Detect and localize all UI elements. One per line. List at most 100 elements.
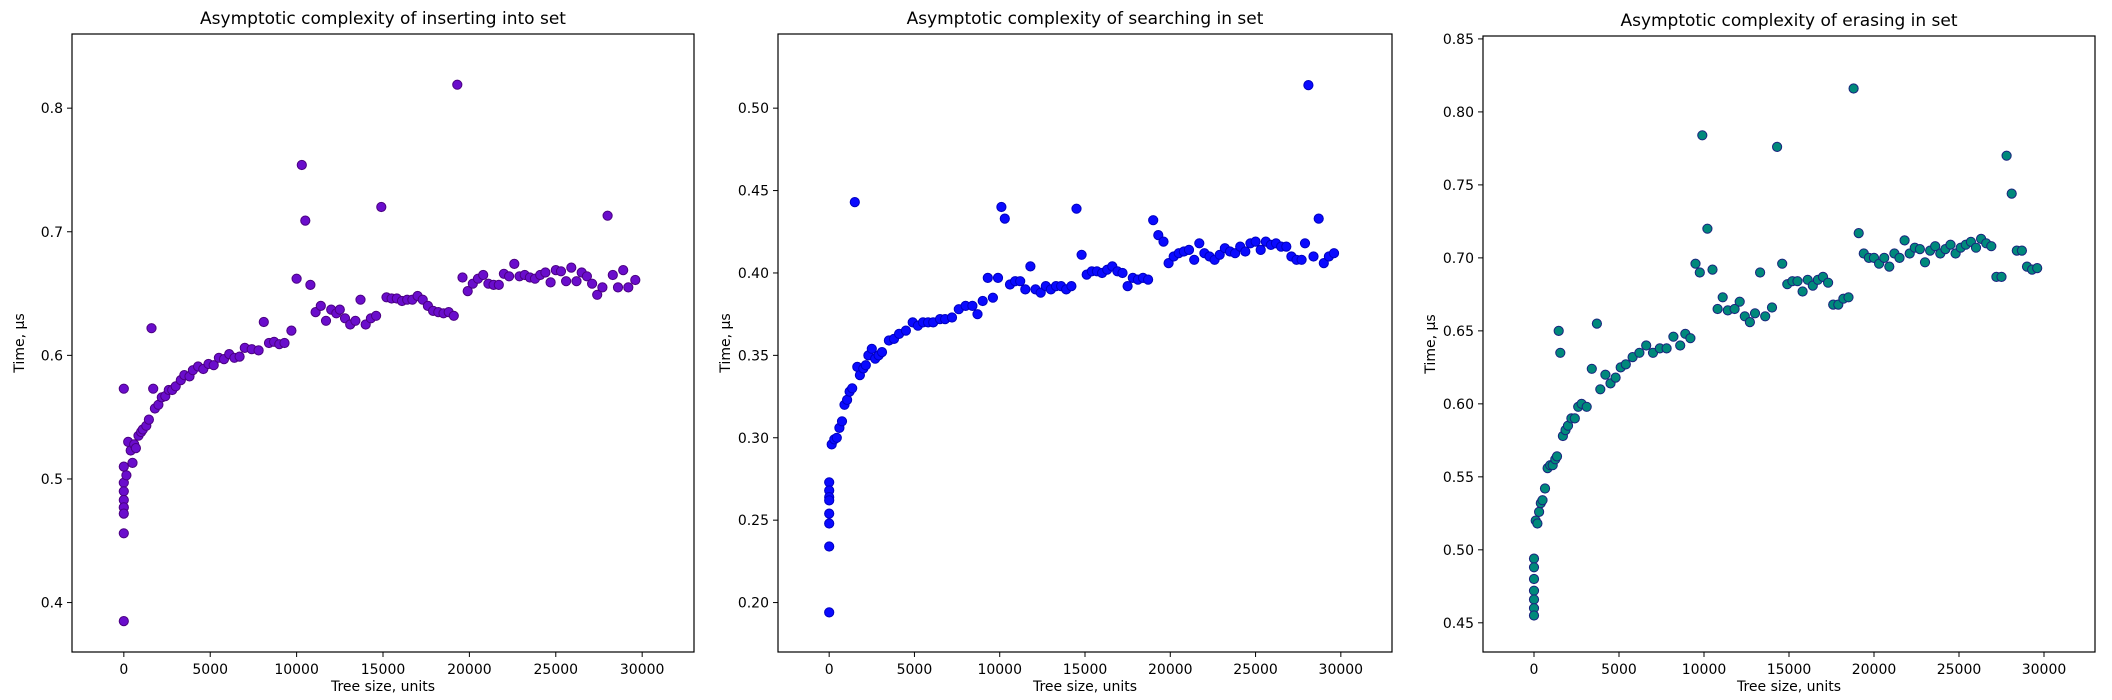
data-point [1528,553,1540,564]
data-point [1970,242,1982,253]
data-point [1661,343,1672,354]
data-point [1299,238,1311,249]
data-point [1823,277,1834,288]
data-point [1020,284,1031,295]
data-point [148,383,159,394]
data-point [1183,244,1195,255]
data-point [602,210,613,221]
y-tick-label: 0.85 [1443,32,1474,48]
x-tick-label: 0 [825,662,834,678]
data-point [457,272,468,283]
data-point [1318,258,1329,269]
data-point [1539,483,1551,494]
y-tick-label: 0.80 [1443,105,1474,121]
y-tick-label: 0.55 [1443,470,1474,486]
x-tick-label: 15000 [1767,662,1812,678]
x-tick-label: 5000 [1601,662,1637,678]
data-point [1843,292,1854,303]
data-point [2001,150,2012,161]
y-tick-label: 0.50 [1443,543,1474,559]
y-tick-label: 0.30 [738,431,769,447]
data-point [1158,236,1169,247]
data-point [1122,281,1133,292]
data-point [208,360,219,371]
y-tick-label: 0.6 [41,348,63,364]
data-point [612,282,624,293]
plot-frame [777,33,1393,653]
x-tick-label: 15000 [1063,662,1108,678]
data-point [1296,254,1307,265]
data-point [1734,296,1745,307]
data-point [1641,340,1652,351]
data-point [127,457,138,468]
plot-frame [1482,35,2096,653]
data-point [1744,317,1756,328]
y-tick-label: 0.4 [41,596,63,612]
data-point [1772,141,1783,152]
data-point [1634,347,1645,358]
data-point [824,495,835,506]
data-point [876,347,888,358]
data-point [509,258,520,269]
data-point [1853,228,1864,239]
data-points [824,80,1340,618]
data-point [597,282,608,293]
data-point [121,470,132,481]
data-point [1879,252,1890,263]
data-point [831,432,842,443]
data-point [623,282,634,293]
y-tick-label: 0.35 [738,348,769,364]
x-tick-label: 5000 [897,662,933,678]
data-point [1230,248,1241,259]
data-point [607,269,618,281]
data-point [296,159,307,171]
data-point [371,310,382,321]
data-point [118,528,129,539]
data-point [545,277,556,288]
data-point [1620,359,1631,370]
data-point [258,316,269,328]
data-point [1690,258,1701,269]
data-point [1675,340,1686,351]
data-point [118,508,129,519]
data-point [130,443,141,454]
data-point [253,345,264,356]
data-point [504,271,515,282]
data-point [1919,257,1931,268]
x-tick-label: 30000 [1319,662,1364,678]
data-point [561,276,572,287]
data-point [842,394,853,405]
data-point [1729,303,1740,315]
data-point [1586,363,1597,374]
data-point [1240,246,1251,257]
x-tick-label: 30000 [620,662,665,678]
data-point [1534,506,1545,517]
y-tick-label: 0.25 [738,513,769,529]
data-point [1532,518,1543,529]
y-tick-label: 0.45 [1443,616,1474,632]
data-point [291,273,302,284]
chart-panel-1: 0 5000 10000 15000 20000 25000 30000 0.4 0.5 0.6 0… [12,9,695,695]
data-point [977,295,988,307]
data-point [478,269,489,281]
data-point [824,518,835,529]
data-point [1610,372,1621,383]
data-point [1153,230,1164,241]
y-tick-label: 0.50 [738,101,769,117]
data-point [982,272,993,283]
y-tick-label: 0.75 [1443,178,1474,194]
data-point [1712,303,1723,315]
chart-panel-3: 0 5000 10000 15000 20000 25000 30000 0.45 0.50 0.… [1423,11,2096,695]
data-point [1250,236,1261,247]
data-point [1702,223,1713,234]
data-point [1553,325,1564,336]
x-tick-label: 30000 [2022,662,2067,678]
data-point [320,315,332,326]
data-point [566,262,577,273]
y-tick-label: 0.40 [738,266,769,282]
y-tick-label: 0.60 [1443,397,1474,413]
data-point [860,360,871,371]
data-point [587,278,598,289]
x-tick-label: 10000 [274,662,319,678]
